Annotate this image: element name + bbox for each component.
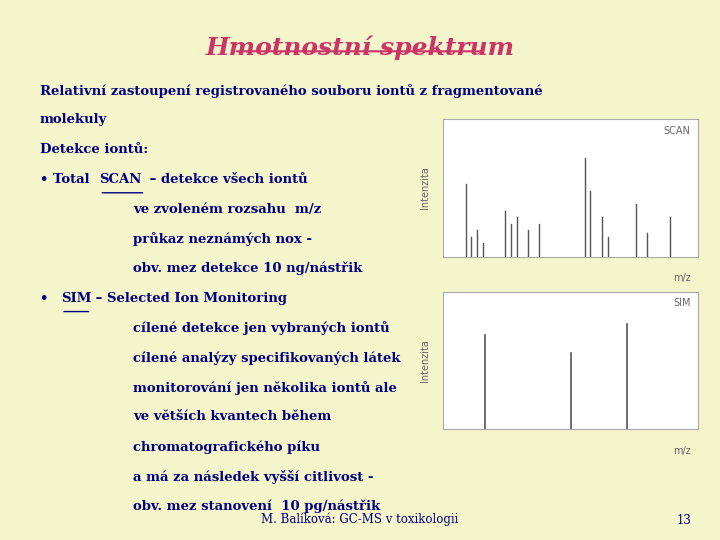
- Text: Detekce iontů:: Detekce iontů:: [40, 143, 148, 156]
- Text: 13: 13: [676, 514, 691, 526]
- Text: Relativní zastoupení registrovaného souboru iontů z fragmentované: Relativní zastoupení registrovaného soub…: [40, 84, 542, 98]
- Text: Intenzita: Intenzita: [420, 166, 430, 209]
- Text: obv. mez detekce 10 ng/nástřik: obv. mez detekce 10 ng/nástřik: [133, 262, 363, 275]
- Text: cílené detekce jen vybraných iontů: cílené detekce jen vybraných iontů: [133, 321, 390, 335]
- Text: molekuly: molekuly: [40, 113, 107, 126]
- Text: SCAN: SCAN: [664, 126, 690, 136]
- Text: Hmotnostní spektrum: Hmotnostní spektrum: [205, 35, 515, 59]
- Text: M. Balíková: GC-MS v toxikologii: M. Balíková: GC-MS v toxikologii: [261, 513, 459, 526]
- Text: chromatografického píku: chromatografického píku: [133, 440, 320, 454]
- Text: SIM: SIM: [61, 292, 91, 305]
- Text: obv. mez stanovení  10 pg/nástřik: obv. mez stanovení 10 pg/nástřik: [133, 500, 380, 513]
- Text: – Selected Ion Monitoring: – Selected Ion Monitoring: [91, 292, 287, 305]
- Text: cílené analýzy specifikovaných látek: cílené analýzy specifikovaných látek: [133, 351, 401, 364]
- Text: průkaz neznámých nox -: průkaz neznámých nox -: [133, 232, 312, 246]
- Text: •: •: [40, 292, 53, 305]
- Text: ve zvoleném rozsahu  m/z: ve zvoleném rozsahu m/z: [133, 202, 321, 215]
- Text: m/z: m/z: [673, 446, 690, 456]
- Text: monitorování jen několika iontů ale: monitorování jen několika iontů ale: [133, 381, 397, 395]
- Text: SCAN: SCAN: [99, 173, 142, 186]
- Text: Intenzita: Intenzita: [420, 339, 430, 382]
- Text: • Total: • Total: [40, 173, 94, 186]
- Text: SIM: SIM: [673, 299, 690, 308]
- Text: m/z: m/z: [673, 273, 690, 283]
- Text: – detekce všech iontů: – detekce všech iontů: [145, 173, 308, 186]
- Text: ve větších kvantech během: ve větších kvantech během: [133, 410, 331, 423]
- Text: a má za následek vyšší citlivost -: a má za následek vyšší citlivost -: [133, 470, 374, 484]
